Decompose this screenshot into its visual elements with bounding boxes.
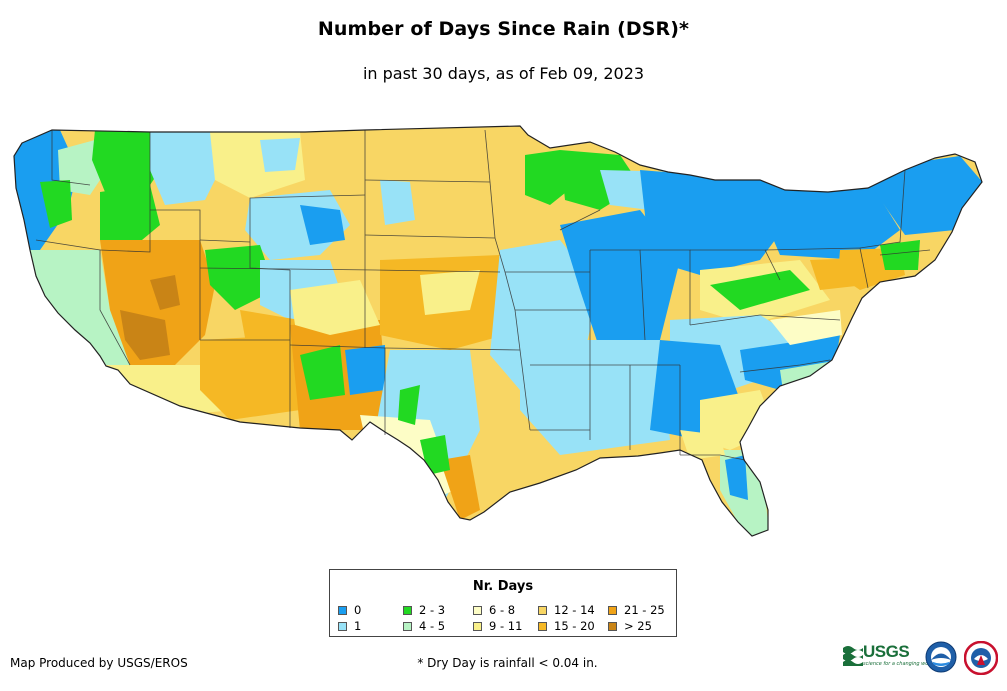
legend-item-9: > 25 (608, 619, 652, 633)
legend: Nr. Days 0 1 2 - 3 4 - 5 6 - 8 9 - 11 12… (329, 569, 677, 637)
legend-swatch (608, 605, 617, 615)
legend-label: 12 - 14 (554, 603, 595, 617)
legend-item-2: 2 - 3 (403, 603, 445, 617)
legend-item-3: 4 - 5 (403, 619, 445, 633)
noaa-logo-icon (925, 641, 957, 673)
legend-item-8: 21 - 25 (608, 603, 665, 617)
legend-item-0: 0 (338, 603, 361, 617)
legend-item-7: 15 - 20 (538, 619, 595, 633)
usgs-logo-text: USGS (863, 642, 910, 661)
legend-label: 4 - 5 (419, 619, 446, 633)
legend-item-6: 12 - 14 (538, 603, 595, 617)
map-subtitle: in past 30 days, as of Feb 09, 2023 (362, 64, 645, 83)
legend-swatch (403, 621, 412, 631)
legend-label: 6 - 8 (489, 603, 516, 617)
legend-label: > 25 (624, 619, 652, 633)
map-title: Number of Days Since Rain (DSR)* (317, 18, 690, 40)
legend-swatch (338, 605, 347, 615)
us-dsr-map (13, 125, 983, 537)
legend-item-1: 1 (338, 619, 361, 633)
legend-label: 0 (354, 603, 362, 617)
legend-swatch (608, 621, 617, 631)
legend-swatch (473, 621, 482, 631)
usgs-logo-tagline: science for a changing world (863, 661, 935, 667)
legend-title: Nr. Days (472, 579, 534, 594)
map-credit: Map Produced by USGS/EROS (10, 656, 188, 670)
legend-item-5: 9 - 11 (473, 619, 522, 633)
legend-label: 15 - 20 (554, 619, 595, 633)
legend-swatch (403, 605, 412, 615)
usgs-wave-icon (843, 646, 863, 666)
legend-swatch (338, 621, 347, 631)
legend-label: 2 - 3 (419, 603, 446, 617)
legend-swatch (473, 605, 482, 615)
legend-label: 1 (354, 619, 362, 633)
legend-label: 9 - 11 (489, 619, 523, 633)
legend-label: 21 - 25 (624, 603, 665, 617)
dry-day-footnote: * Dry Day is rainfall < 0.04 in. (417, 656, 598, 670)
nws-logo-icon (964, 641, 998, 675)
legend-item-4: 6 - 8 (473, 603, 515, 617)
legend-swatch (538, 621, 547, 631)
usgs-logo: USGS science for a changing world (843, 642, 935, 670)
legend-swatch (538, 605, 547, 615)
